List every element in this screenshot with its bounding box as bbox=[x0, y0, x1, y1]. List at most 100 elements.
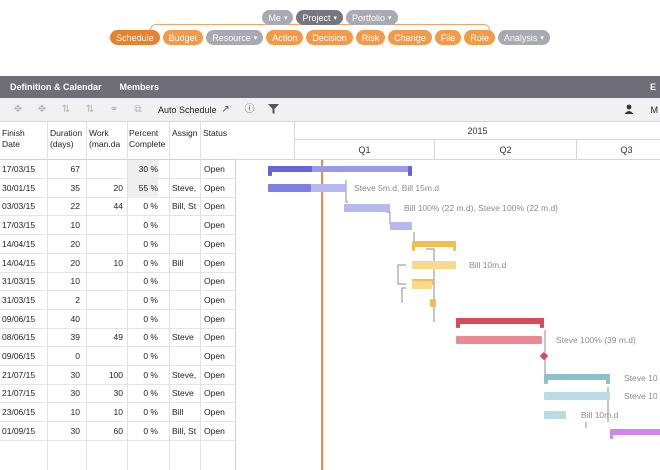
nav1-portfolio-button[interactable]: Portfolio ▾ bbox=[346, 10, 398, 25]
link-icon[interactable]: ⚭ bbox=[109, 103, 119, 115]
cell-percent[interactable]: 0 % bbox=[143, 351, 158, 361]
header-assigned[interactable]: Assign bbox=[172, 128, 198, 138]
table-row[interactable]: 17/03/15 67 30 % Open bbox=[0, 160, 236, 179]
nav2-change-button[interactable]: Change bbox=[388, 30, 432, 45]
auto-schedule-button[interactable]: Auto Schedule bbox=[158, 104, 217, 115]
cell-finish[interactable]: 17/03/15 bbox=[2, 220, 36, 231]
nav2-role-button[interactable]: Role bbox=[464, 30, 495, 45]
header-finish-date[interactable]: Finish Date bbox=[2, 128, 25, 149]
cell-work[interactable] bbox=[87, 310, 123, 329]
move-down-icon[interactable]: ⇅ bbox=[85, 103, 95, 115]
cell-percent[interactable]: 0 % bbox=[143, 238, 158, 249]
cell-assigned[interactable]: Steve bbox=[172, 332, 194, 343]
cell-duration[interactable]: 2 bbox=[75, 294, 80, 305]
cell-status[interactable]: Open bbox=[204, 276, 225, 287]
nav2-analysis-button[interactable]: Analysis ▾ bbox=[497, 30, 550, 45]
gantt-bar-task-8[interactable] bbox=[430, 299, 436, 307]
cell-percent[interactable]: 0 % bbox=[143, 332, 158, 343]
cell-duration[interactable]: 10 bbox=[70, 220, 80, 231]
info-icon[interactable]: ⓘ bbox=[244, 103, 255, 115]
cell-status[interactable]: Open bbox=[204, 407, 225, 418]
cell-assigned[interactable]: Bill, St bbox=[172, 201, 197, 212]
cell-work[interactable]: 30 bbox=[113, 388, 123, 399]
cell-work[interactable] bbox=[87, 347, 123, 366]
cell-status[interactable]: Open bbox=[204, 332, 225, 343]
nav2-schedule-button[interactable]: Schedule bbox=[110, 30, 160, 45]
cell-percent[interactable]: 55 % bbox=[128, 178, 158, 198]
cell-percent[interactable]: 0 % bbox=[143, 294, 158, 305]
header-status[interactable]: Status bbox=[203, 128, 228, 138]
cell-assigned[interactable] bbox=[172, 272, 199, 291]
cell-assigned[interactable] bbox=[172, 235, 199, 254]
table-row[interactable]: 08/06/15 39 49 0 % Steve Open bbox=[0, 328, 236, 348]
user-icon[interactable] bbox=[623, 104, 635, 116]
cell-finish[interactable]: 14/04/15 bbox=[2, 238, 36, 249]
table-row[interactable]: 21/07/15 30 30 0 % Steve Open bbox=[0, 384, 236, 404]
cell-percent[interactable]: 0 % bbox=[143, 257, 158, 268]
cell-duration[interactable]: 20 bbox=[70, 238, 80, 249]
cell-assigned[interactable]: Steve, bbox=[172, 182, 197, 193]
cell-finish[interactable]: 23/06/15 bbox=[2, 407, 36, 418]
table-row[interactable]: 23/06/15 10 10 0 % Bill Open bbox=[0, 403, 236, 423]
cell-assigned[interactable]: Bill bbox=[172, 407, 184, 418]
cell-duration[interactable]: 39 bbox=[70, 332, 80, 343]
gantt-bar-task-7[interactable] bbox=[412, 281, 432, 289]
cell-status[interactable]: Open bbox=[204, 257, 225, 268]
cell-duration[interactable]: 35 bbox=[70, 182, 80, 193]
table-row[interactable]: 09/06/15 40 0 % Open bbox=[0, 310, 236, 329]
cell-finish[interactable]: 31/03/15 bbox=[2, 294, 36, 305]
cell-assigned[interactable]: Steve, bbox=[172, 369, 197, 380]
cell-work[interactable]: 44 bbox=[113, 201, 123, 212]
gantt-bar-task-4[interactable] bbox=[390, 222, 412, 230]
cell-status[interactable]: Open bbox=[204, 182, 225, 193]
table-row[interactable]: 03/03/15 22 44 0 % Bill, St Open bbox=[0, 197, 236, 217]
cell-percent[interactable]: 30 % bbox=[128, 160, 158, 179]
cell-work[interactable]: 10 bbox=[113, 257, 123, 268]
table-row[interactable]: 31/03/15 10 0 % Open bbox=[0, 272, 236, 292]
cell-finish[interactable]: 09/06/15 bbox=[2, 351, 36, 361]
cell-duration[interactable]: 67 bbox=[70, 164, 80, 174]
cell-assigned[interactable] bbox=[172, 310, 199, 329]
cell-percent[interactable]: 0 % bbox=[143, 201, 158, 212]
cell-finish[interactable]: 17/03/15 bbox=[2, 164, 36, 174]
nav2-resource-button[interactable]: Resource ▾ bbox=[206, 30, 264, 45]
filter-icon[interactable] bbox=[268, 103, 280, 116]
cell-work[interactable]: 10 bbox=[113, 407, 123, 418]
cell-percent[interactable]: 0 % bbox=[143, 407, 158, 418]
cell-status[interactable]: Open bbox=[204, 164, 225, 174]
cell-duration[interactable]: 40 bbox=[70, 313, 80, 324]
nav2-risk-button[interactable]: Risk bbox=[355, 30, 386, 45]
gantt-bar-task-6[interactable] bbox=[412, 261, 456, 269]
nav2-action-button[interactable]: Action bbox=[266, 30, 304, 45]
tab-truncated[interactable]: E bbox=[649, 82, 656, 92]
cell-percent[interactable]: 0 % bbox=[143, 220, 158, 231]
cell-finish[interactable]: 14/04/15 bbox=[2, 257, 36, 268]
cell-work[interactable] bbox=[87, 272, 123, 291]
cell-finish[interactable]: 21/07/15 bbox=[2, 388, 36, 399]
cell-duration[interactable]: 30 bbox=[70, 425, 80, 436]
move-up-icon[interactable]: ⇅ bbox=[61, 103, 71, 115]
cell-status[interactable]: Open bbox=[204, 220, 225, 231]
auto-schedule-icon[interactable]: ↗ bbox=[221, 103, 230, 115]
nav2-decision-button[interactable]: Decision bbox=[306, 30, 353, 45]
header-percent-complete[interactable]: Percent Complete bbox=[129, 128, 166, 149]
cell-status[interactable]: Open bbox=[204, 294, 225, 305]
cell-duration[interactable]: 30 bbox=[70, 369, 80, 380]
cell-work[interactable] bbox=[87, 216, 123, 235]
gantt-bar-task-15[interactable] bbox=[610, 429, 660, 435]
cell-assigned[interactable] bbox=[172, 216, 199, 235]
cell-finish[interactable]: 01/09/15 bbox=[2, 425, 36, 436]
cell-duration[interactable]: 0 bbox=[75, 351, 80, 361]
table-row[interactable]: 31/03/15 2 0 % Open bbox=[0, 291, 236, 310]
cell-work[interactable]: 60 bbox=[113, 425, 123, 436]
indent-left-icon[interactable]: ✥ bbox=[13, 103, 23, 115]
cell-finish[interactable]: 08/06/15 bbox=[2, 332, 36, 343]
cell-finish[interactable]: 03/03/15 bbox=[2, 201, 36, 212]
nav1-project-button[interactable]: Project ▾ bbox=[296, 10, 343, 25]
table-row[interactable]: 30/01/15 35 20 55 % Steve, Open bbox=[0, 178, 236, 198]
nav2-budget-button[interactable]: Budget bbox=[162, 30, 204, 45]
cell-work[interactable] bbox=[87, 291, 123, 310]
cell-percent[interactable]: 0 % bbox=[143, 425, 158, 436]
cell-work[interactable]: 20 bbox=[113, 182, 123, 193]
gantt-bar-summary-1[interactable] bbox=[268, 166, 412, 172]
